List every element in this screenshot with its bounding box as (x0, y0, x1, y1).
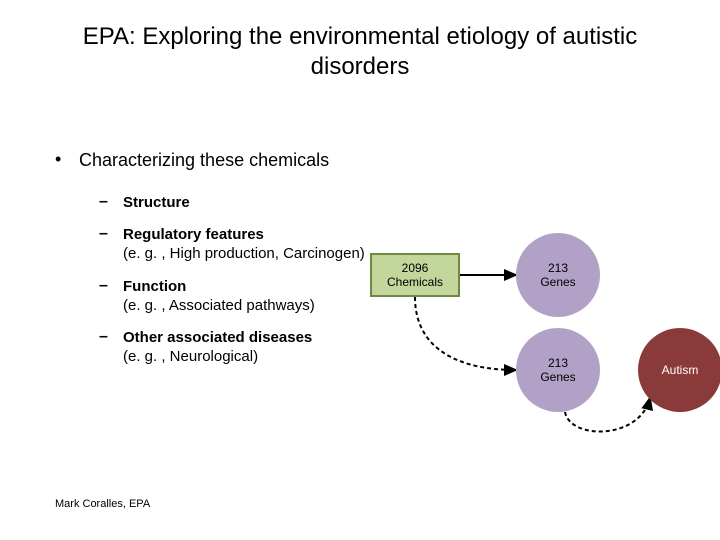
autism-circle: Autism (638, 328, 720, 412)
genes-circle-bottom: 213 Genes (516, 328, 600, 412)
genes-top-label: Genes (540, 275, 575, 289)
autism-label: Autism (662, 363, 699, 377)
genes-top-count: 213 (548, 261, 568, 275)
genes-bot-label: Genes (540, 370, 575, 384)
chemicals-label: Chemicals (387, 275, 443, 289)
connectors-svg (0, 0, 720, 540)
genes-bot-count: 213 (548, 356, 568, 370)
diagram: 2096 Chemicals 213 Genes 213 Genes Autis… (0, 0, 720, 540)
dashed-connector-1 (415, 297, 516, 370)
chemicals-count: 2096 (402, 261, 429, 275)
genes-circle-top: 213 Genes (516, 233, 600, 317)
chemicals-box: 2096 Chemicals (370, 253, 460, 297)
